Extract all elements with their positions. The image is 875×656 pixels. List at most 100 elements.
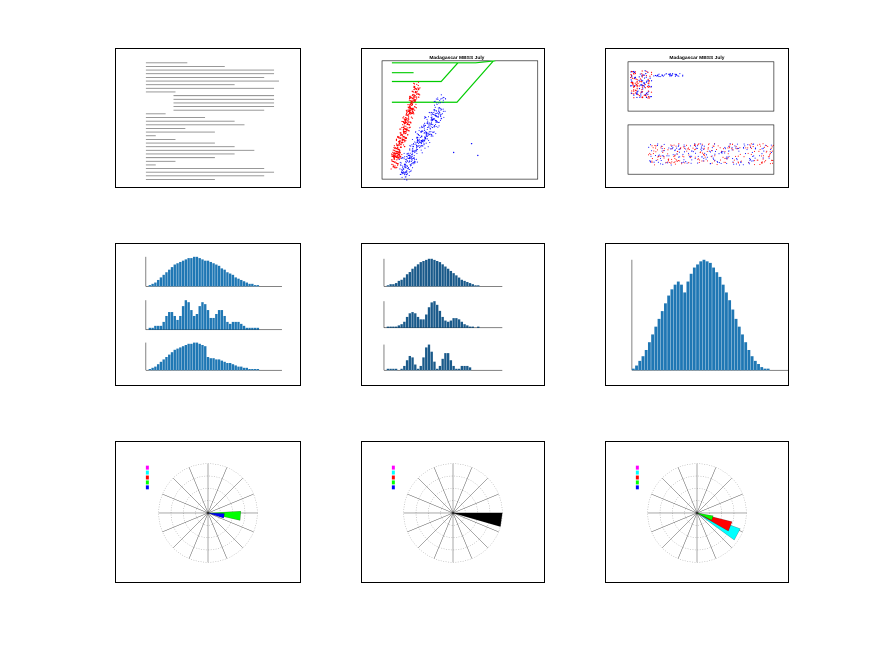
scatter-point-red (408, 130, 410, 132)
scatter-point-red (413, 98, 415, 100)
scatter-point-blue (425, 136, 427, 138)
dual-point-lower (671, 148, 673, 150)
rose-spoke (696, 512, 732, 548)
dual-point-lower (747, 144, 749, 146)
wind-rose-2-svg (391, 463, 503, 563)
scatter-point-red (391, 163, 393, 165)
dual-point-lower (665, 161, 667, 163)
scatter-point-blue (431, 111, 433, 114)
dual-point-lower (677, 145, 679, 147)
dual-point-lower (654, 155, 657, 157)
dual-point-lower (744, 145, 746, 147)
dual-point-lower (662, 151, 664, 154)
scatter-point-blue (418, 138, 420, 140)
histogram-bar (725, 292, 728, 371)
dual-point-upper (650, 73, 653, 75)
dual-point-upper (631, 85, 633, 87)
scatter-point-red (410, 107, 412, 110)
dual-point-lower (737, 155, 739, 157)
dual-point-lower (767, 156, 769, 158)
scatter-point-blue (406, 171, 408, 173)
dual-point-lower (727, 157, 729, 159)
rose-spoke (452, 512, 499, 533)
scatter-point-blue (430, 114, 432, 116)
scatter-axes (381, 60, 539, 180)
scatter-point-blue (426, 122, 428, 125)
dual-point-lower (710, 150, 712, 152)
scatter-point-blue (421, 130, 423, 132)
scatter-point-blue (440, 94, 442, 96)
histogram-bar (686, 281, 690, 371)
dual-point-lower (694, 157, 696, 160)
histogram-bar (394, 283, 398, 287)
histogram-bar (159, 361, 163, 371)
dual-point-lower (697, 155, 699, 157)
scatter-point-red (411, 107, 413, 110)
histogram-bar (184, 259, 188, 287)
histogram-bar (237, 366, 240, 371)
histogram-bar (463, 365, 466, 371)
dual-point-lower (708, 150, 710, 152)
rose-petal (696, 512, 714, 521)
scatter-point-red (408, 124, 411, 126)
dual-point-upper (636, 81, 638, 83)
dual-point-upper (641, 70, 643, 72)
scatter-point-blue (432, 124, 434, 126)
scatter-point-blue (418, 139, 420, 142)
dual-point-lower (766, 150, 768, 152)
dual-point-lower (748, 162, 750, 164)
scatter-point-red (399, 128, 401, 130)
dual-point-lower (750, 143, 752, 145)
scatter-point-red (402, 141, 404, 143)
scatter-point-blue (433, 104, 436, 106)
dual-point-lower (660, 147, 662, 149)
scatter-point-blue (433, 114, 435, 116)
histogram-bar (231, 321, 235, 330)
dual-point-upper (639, 78, 642, 80)
dual-point-lower (733, 163, 735, 165)
scatter-point-blue (434, 124, 437, 126)
scatter-point-red (392, 160, 395, 163)
histogram-bar (411, 357, 414, 371)
scatter-point-blue (427, 116, 430, 118)
dual-point-upper (639, 73, 641, 75)
dual-point-lower (738, 147, 740, 149)
histogram-bar (471, 284, 474, 287)
histogram-bar (712, 267, 715, 371)
histogram-bar (228, 273, 232, 287)
upper-axes (627, 61, 775, 112)
scatter-point-red (392, 151, 394, 153)
scatter-point-red (405, 112, 408, 114)
scatter-point-blue (440, 107, 442, 109)
histogram-bar (670, 289, 674, 371)
dual-point-upper (672, 73, 674, 75)
dual-point-lower (650, 144, 652, 146)
histogram-bar (173, 349, 176, 371)
dual-point-lower (693, 144, 695, 147)
scatter-point-red (403, 118, 405, 120)
histogram-bar (631, 368, 635, 371)
dual-point-upper (630, 92, 632, 94)
scatter-point-red (394, 165, 396, 167)
histogram-bar (179, 261, 182, 287)
scatter-point-blue (414, 161, 416, 163)
threshold-line (391, 62, 459, 83)
scatter-point-red (398, 156, 400, 158)
scatter-point-blue (412, 147, 414, 150)
dual-point-lower (710, 163, 712, 165)
histogram-bar (173, 315, 176, 330)
scatter-point (477, 154, 479, 157)
histogram-bar (226, 363, 229, 371)
scatter-point-blue (424, 124, 427, 126)
dual-point-upper (667, 73, 670, 75)
dual-point-upper (648, 84, 650, 86)
scatter-point (408, 154, 410, 157)
histogram-bar (414, 364, 417, 371)
histogram-bar (419, 319, 422, 328)
dual-point-lower (670, 162, 672, 164)
scatter-point-red (406, 123, 408, 125)
dual-point-lower (670, 164, 672, 166)
histogram-bar (165, 315, 168, 330)
histogram-bar (403, 277, 406, 287)
dual-point-upper (645, 74, 647, 77)
